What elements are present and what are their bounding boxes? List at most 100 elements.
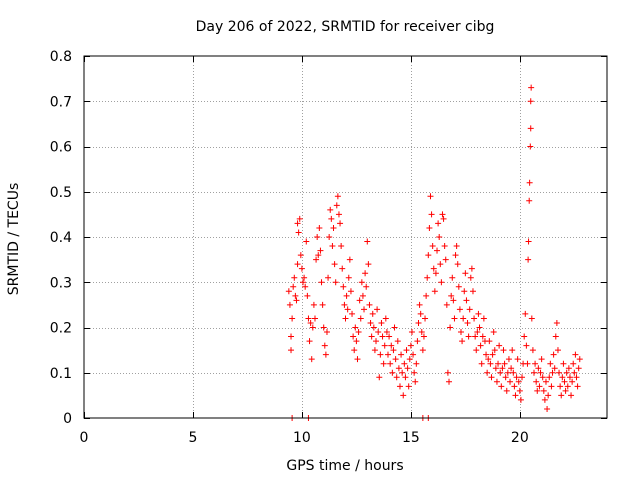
- data-point: [527, 143, 534, 150]
- data-point: [574, 383, 581, 390]
- data-point: [460, 315, 467, 322]
- data-point: [527, 98, 534, 105]
- data-point: [462, 270, 469, 277]
- data-point: [403, 347, 410, 354]
- data-point: [463, 297, 470, 304]
- data-point: [539, 374, 546, 381]
- data-point: [525, 256, 532, 263]
- data-point: [422, 315, 429, 322]
- y-tick-label: 0.5: [50, 185, 72, 201]
- data-point: [330, 224, 337, 231]
- data-point: [425, 252, 432, 259]
- data-point: [326, 234, 333, 240]
- data-point: [380, 360, 387, 367]
- data-point: [534, 387, 541, 394]
- data-point: [551, 365, 558, 372]
- data-point: [459, 338, 466, 345]
- data-point: [480, 315, 487, 322]
- data-point: [549, 369, 556, 376]
- data-point: [466, 306, 473, 313]
- data-point: [375, 329, 382, 336]
- data-point: [504, 369, 511, 376]
- data-point: [415, 319, 422, 326]
- data-point: [322, 351, 329, 358]
- data-point: [505, 356, 512, 363]
- x-tick-label: 10: [293, 430, 311, 446]
- data-point: [431, 288, 438, 295]
- data-point: [564, 383, 571, 390]
- data-point: [308, 356, 315, 363]
- data-point: [297, 252, 304, 259]
- data-point: [354, 356, 361, 363]
- data-point: [366, 301, 373, 308]
- data-point: [351, 347, 358, 354]
- data-point: [325, 274, 332, 281]
- data-point: [524, 360, 531, 367]
- data-point: [451, 315, 458, 322]
- data-point: [327, 206, 334, 213]
- data-point: [305, 315, 312, 322]
- data-point: [566, 374, 573, 381]
- data-point: [452, 252, 459, 259]
- data-point: [414, 338, 421, 345]
- data-point: [426, 224, 433, 231]
- data-point: [310, 301, 317, 308]
- data-point: [528, 84, 535, 91]
- data-point: [371, 347, 378, 354]
- data-point: [383, 329, 390, 336]
- y-tick-label: 0.6: [50, 140, 72, 156]
- data-point: [499, 365, 506, 372]
- data-point: [532, 360, 539, 367]
- data-point: [429, 243, 436, 250]
- data-point: [436, 234, 443, 240]
- data-point: [296, 215, 303, 222]
- data-point: [495, 360, 502, 367]
- data-point: [489, 351, 496, 358]
- data-point: [497, 369, 504, 376]
- data-point: [554, 347, 561, 354]
- data-point: [374, 306, 381, 313]
- data-point: [447, 324, 454, 331]
- data-point: [450, 297, 457, 304]
- data-point: [316, 224, 323, 231]
- data-point: [515, 378, 522, 385]
- data-point: [507, 378, 514, 385]
- data-point: [358, 279, 365, 286]
- data-point: [516, 387, 523, 394]
- data-point: [500, 347, 507, 354]
- data-point: [295, 229, 302, 236]
- data-point: [552, 333, 559, 340]
- data-point: [526, 197, 533, 204]
- data-point: [377, 351, 384, 358]
- data-point: [437, 261, 444, 268]
- data-point: [401, 360, 408, 367]
- data-point: [546, 374, 553, 381]
- data-point: [465, 333, 472, 340]
- data-point: [434, 247, 441, 254]
- data-point: [378, 319, 385, 326]
- data-point: [294, 220, 301, 227]
- data-point: [293, 297, 300, 304]
- data-point: [404, 365, 411, 372]
- data-point: [526, 179, 533, 186]
- data-point: [509, 347, 516, 354]
- data-point: [362, 270, 369, 277]
- data-point: [559, 374, 566, 381]
- data-point: [393, 374, 400, 381]
- x-tick-label: 5: [188, 430, 197, 446]
- x-tick-labels: 0 5 10 15 20: [80, 430, 529, 446]
- data-point: [491, 347, 498, 354]
- data-point: [544, 405, 551, 412]
- data-point: [416, 301, 423, 308]
- data-point: [302, 283, 309, 290]
- data-point: [391, 324, 398, 331]
- data-point: [347, 288, 354, 295]
- x-tick-label: 0: [80, 430, 89, 446]
- data-point: [317, 247, 324, 254]
- data-point: [467, 274, 474, 281]
- data-point: [454, 261, 461, 268]
- data-point: [410, 351, 417, 358]
- data-point: [547, 360, 554, 367]
- data-point: [469, 288, 476, 295]
- data-point: [548, 383, 555, 390]
